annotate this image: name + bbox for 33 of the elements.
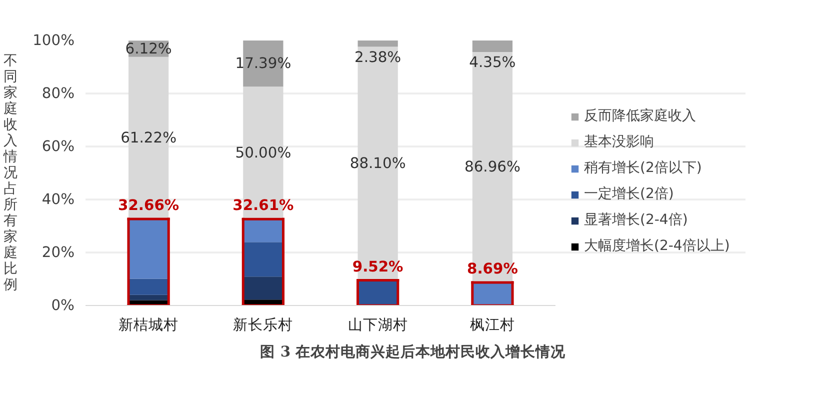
bar — [358, 40, 398, 47]
y-tick-label: 20% — [42, 244, 75, 261]
text: 不同家庭收入情况占所有家庭比例 — [4, 53, 18, 293]
legend-label: 一定增长(2倍) — [584, 185, 674, 203]
data-label: 4.35% — [469, 54, 516, 72]
data-label: 50.00% — [235, 144, 292, 162]
legend-label: 稍有增长(2倍以下) — [584, 159, 702, 177]
text: 图 3 在农村电商兴起后本地村民收入增长情况 — [260, 342, 567, 360]
y-tick-label: 60% — [42, 138, 75, 155]
x-tick-label: 枫江村 — [470, 316, 515, 334]
bar — [128, 278, 169, 295]
annotation: 32.66% — [118, 196, 180, 214]
legend-label: 反而降低家庭收入 — [584, 107, 696, 125]
annotation: 32.61% — [232, 197, 294, 214]
data-label: 86.96% — [464, 158, 520, 176]
y-tick-label: 40% — [42, 191, 75, 208]
y-tick-label: 0% — [51, 297, 75, 314]
data-label: 61.22% — [120, 129, 177, 146]
bar — [243, 276, 284, 300]
x-tick-label: 新桔城村 — [118, 316, 179, 334]
data-label: 88.10% — [350, 155, 406, 172]
y-tick-label: 80% — [42, 85, 75, 102]
x-tick-label: 新长乐村 — [233, 316, 294, 334]
bar — [243, 242, 284, 277]
legend-label: 基本没影响 — [584, 133, 654, 151]
x-tick-label: 山下湖村 — [348, 316, 408, 334]
legend-label: 大幅度增长(2-4倍以上) — [584, 237, 730, 255]
annotation: 8.69% — [467, 260, 518, 278]
bar — [472, 40, 513, 52]
legend-label: 显著增长(2-4倍) — [584, 211, 688, 229]
data-label: 2.38% — [354, 48, 402, 66]
y-tick-label: 100% — [32, 32, 75, 49]
annotation: 9.52% — [352, 258, 404, 276]
